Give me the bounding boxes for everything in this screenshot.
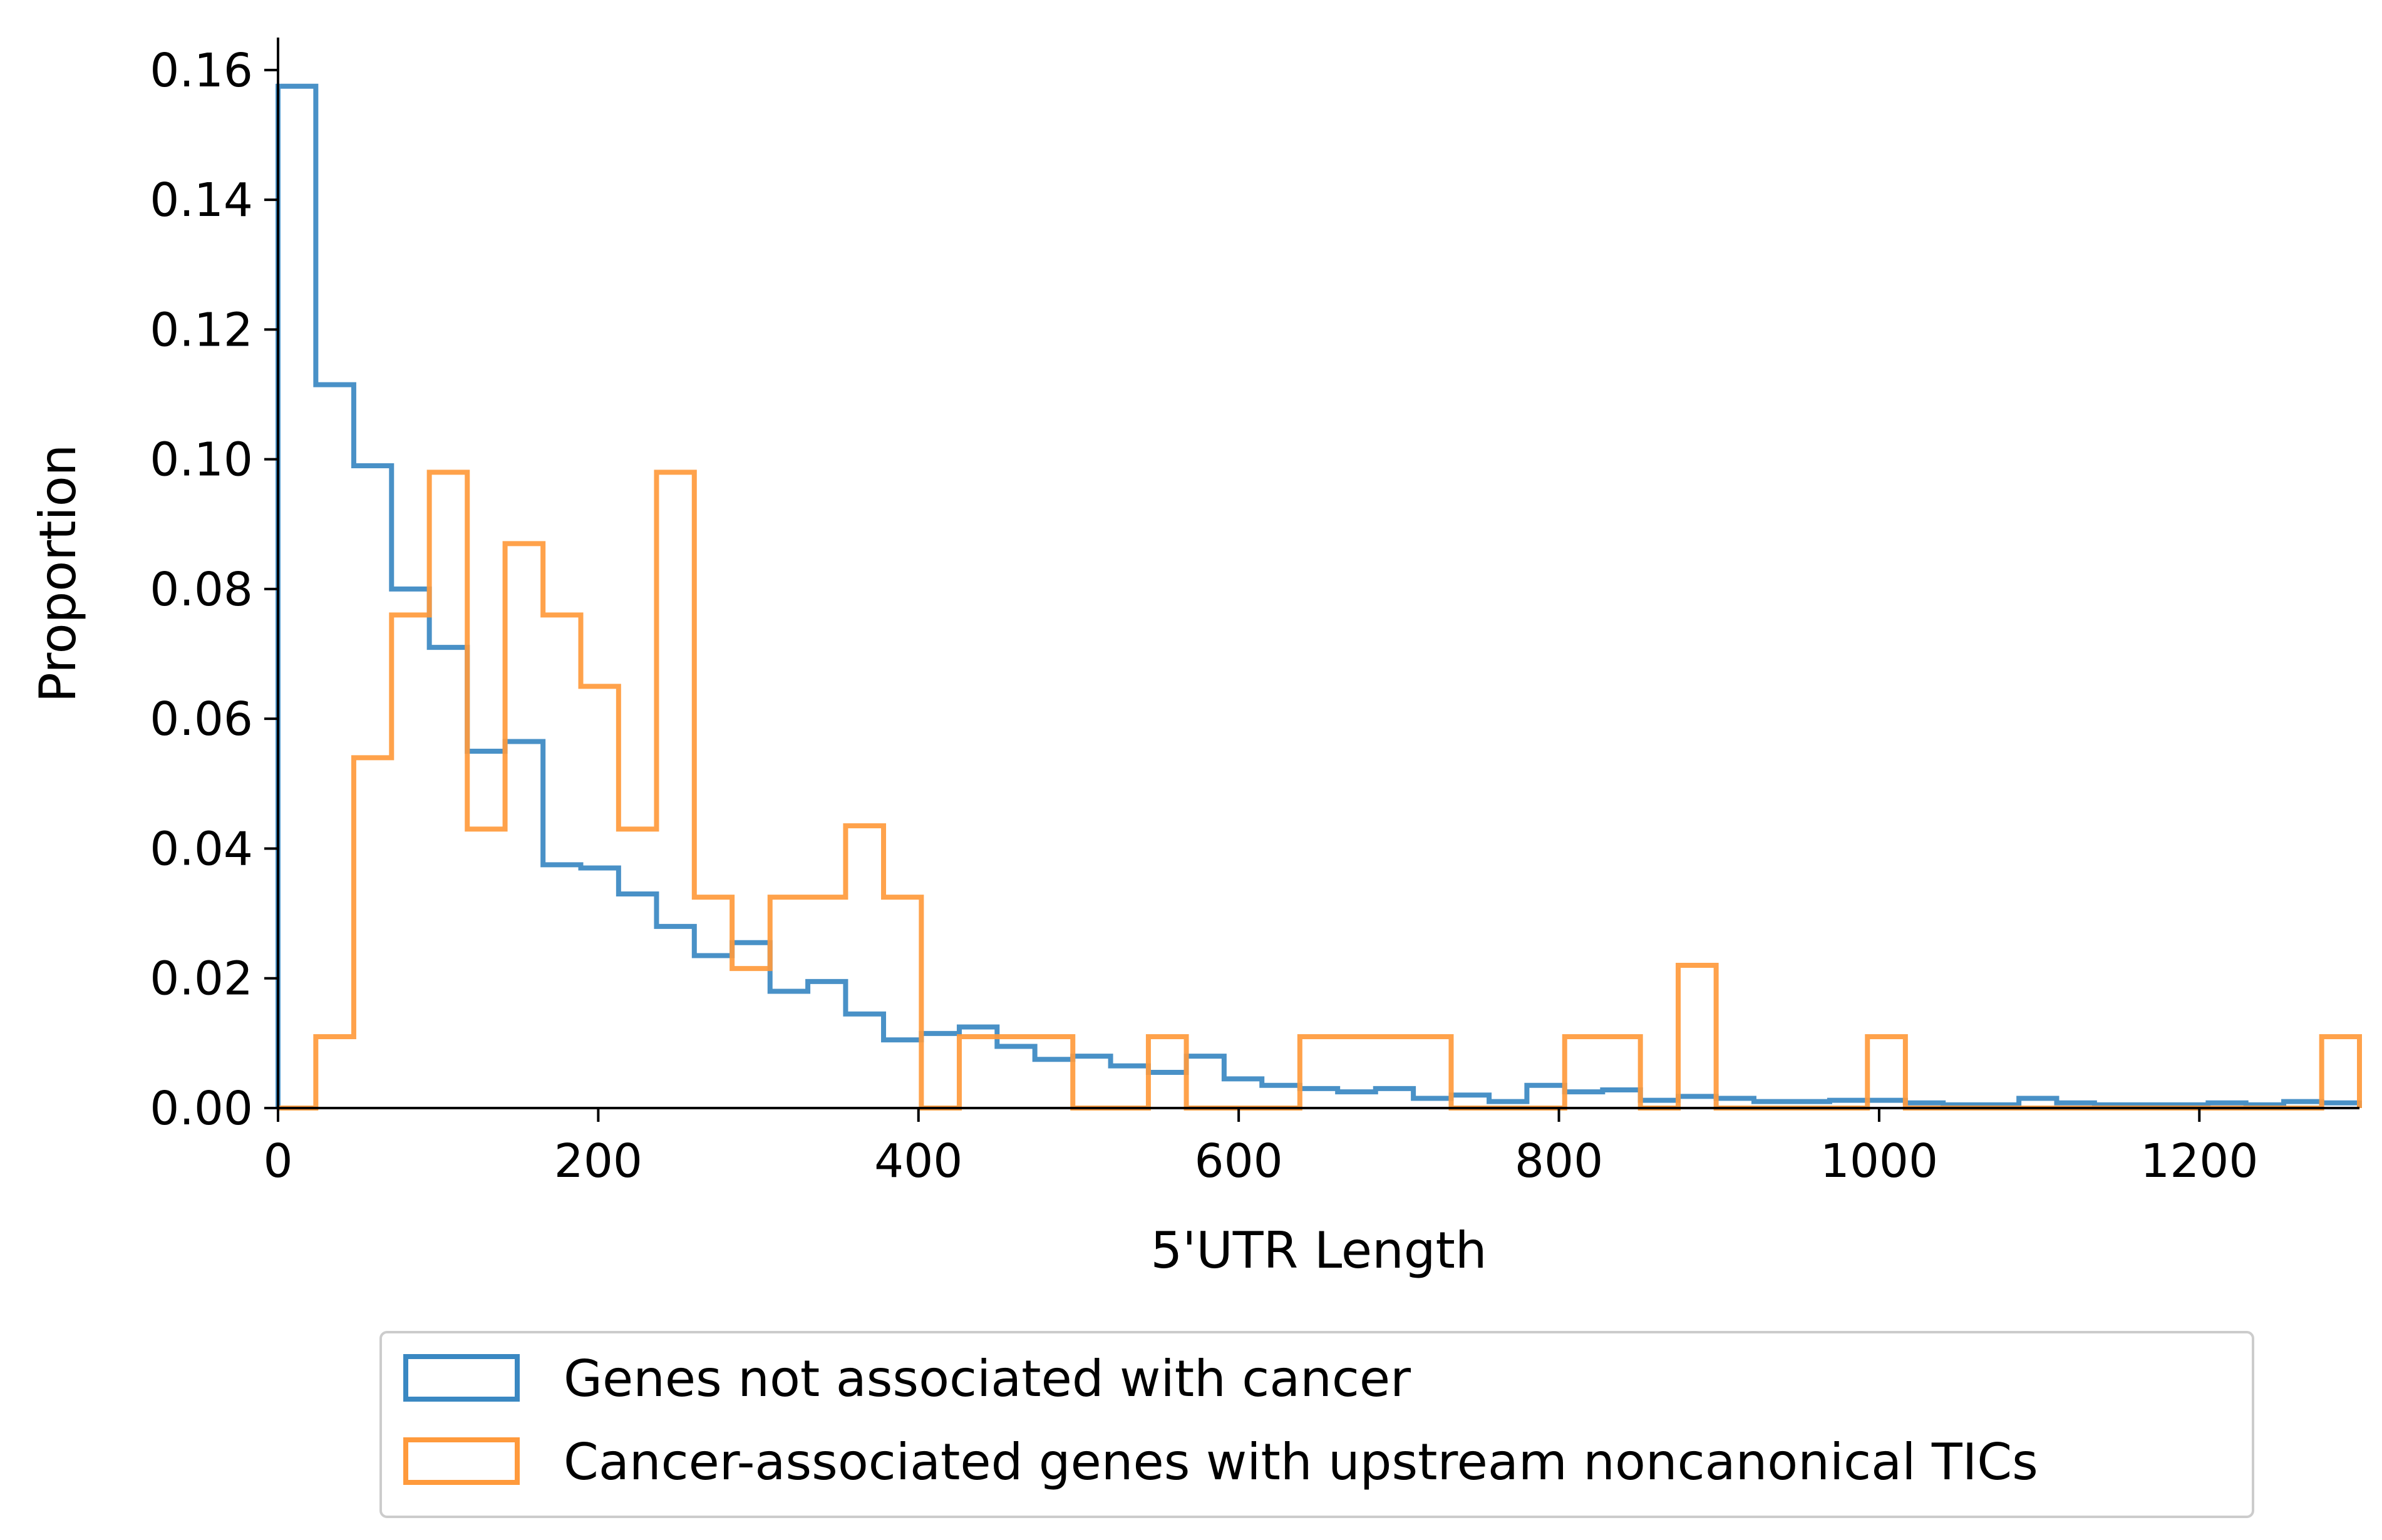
y-tick-label: 0.06 (150, 692, 253, 746)
axes-layer (277, 38, 2359, 1109)
y-tick-label: 0.04 (150, 822, 253, 876)
x-tick-label: 400 (874, 1134, 962, 1188)
legend-label-cancer-associated: Cancer-associated genes with upstream no… (564, 1433, 2038, 1491)
x-tick-label: 0 (263, 1134, 292, 1188)
x-tick-label: 1000 (1820, 1134, 1938, 1188)
x-tick-label: 1200 (2140, 1134, 2258, 1188)
y-axis-title: Proportion (29, 444, 87, 703)
y-tick-label: 0.16 (150, 44, 253, 98)
x-tick-label: 200 (554, 1134, 642, 1188)
series-line-0 (276, 83, 2362, 1108)
y-tick-label: 0.02 (150, 952, 253, 1006)
series-layer (276, 83, 2362, 1111)
y-tick-label: 0.10 (150, 433, 253, 487)
y-tick-label: 0.08 (150, 563, 253, 617)
x-tick-label: 600 (1195, 1134, 1283, 1188)
y-tick-label: 0.14 (150, 173, 253, 227)
legend-label-not-cancer: Genes not associated with cancer (564, 1350, 1411, 1408)
y-tick-label: 0.00 (150, 1082, 253, 1136)
series-line-1 (278, 470, 2362, 1111)
x-axis-title: 5'UTR Length (1150, 1221, 1487, 1280)
legend-frame (379, 1331, 2254, 1518)
y-ticks: 0.00 0.02 0.04 0.06 0.08 0.10 0.12 0.14 0.16 (150, 44, 278, 1136)
y-tick-label: 0.12 (150, 303, 253, 357)
legend-swatch-not-cancer (403, 1354, 520, 1402)
x-tick-label: 800 (1515, 1134, 1603, 1188)
x-ticks: 0 200 400 600 800 1000 1200 (263, 1108, 2258, 1188)
legend: Genes not associated with cancer Cancer-… (379, 1331, 2254, 1518)
legend-swatch-cancer-associated (403, 1437, 520, 1485)
